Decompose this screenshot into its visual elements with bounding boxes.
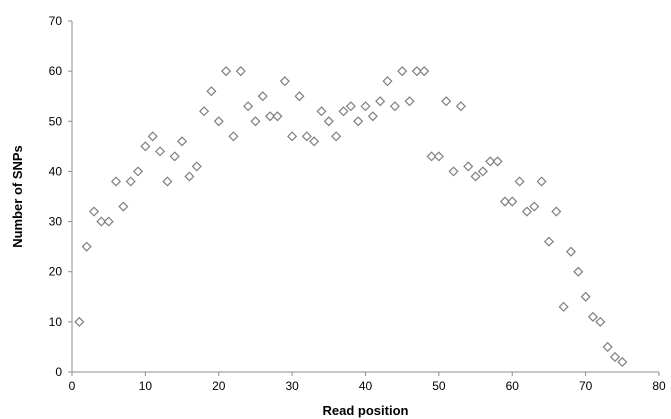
data-point [331,131,342,142]
data-point [558,301,569,312]
x-axis-ticks: 0 10 20 30 40 50 60 70 80 [69,372,666,393]
data-point [595,316,606,327]
data-point [551,206,562,217]
data-point [257,91,268,102]
x-tick-label: 30 [285,379,299,393]
data-point [485,156,496,167]
data-point [499,196,510,207]
data-point [110,176,122,187]
y-tick-label: 40 [49,164,63,178]
x-axis-title: Read position [323,403,409,418]
data-point [221,66,232,77]
x-tick-label: 20 [212,379,226,393]
data-point [565,246,576,257]
data-point [250,116,261,127]
y-tick-label: 60 [49,64,63,78]
data-point [367,111,378,122]
data-point [316,106,327,117]
data-point [389,101,400,112]
data-point [125,176,136,187]
data-point [301,131,312,142]
data-point [132,166,144,177]
data-point [177,136,188,147]
x-tick-label: 60 [506,379,520,393]
data-point [477,166,488,177]
data-point [397,66,408,77]
data-point [507,196,518,207]
data-point [375,96,386,107]
data-point [573,266,584,277]
y-axis-ticks: 0 10 20 30 40 50 60 70 [49,14,72,379]
data-point [617,356,628,368]
data-point [228,131,239,142]
x-tick-label: 70 [579,379,593,393]
data-point [360,101,371,112]
data-point [169,151,180,162]
y-tick-label: 10 [49,315,63,329]
x-tick-label: 80 [652,379,666,393]
data-point [147,131,158,142]
data-point [609,351,621,363]
data-point [243,101,254,112]
data-point [470,171,481,182]
data-point [206,86,217,97]
data-point [529,201,540,212]
data-point [448,166,459,177]
data-point [455,101,466,112]
y-tick-label: 20 [49,265,63,279]
data-point [191,161,202,172]
data-point [287,131,298,142]
y-tick-label: 30 [49,215,63,229]
data-point [323,116,334,127]
data-point [81,241,92,252]
data-point [419,66,430,77]
data-point [382,76,393,87]
data-point [543,236,554,247]
data-point [118,201,129,212]
data-point [433,151,444,162]
data-point [426,151,437,162]
data-point [294,91,305,102]
data-point [521,206,532,217]
data-point [602,341,613,352]
data-point [88,206,100,217]
data-point [235,66,246,77]
data-point [272,111,283,122]
data-point [199,106,210,117]
x-tick-label: 10 [139,379,153,393]
data-point [353,116,364,127]
data-point [155,146,166,157]
data-point [441,96,452,107]
y-tick-label: 0 [55,365,62,379]
data-point [536,176,547,187]
data-point [492,156,503,167]
y-tick-label: 70 [49,14,63,28]
data-point [213,116,224,127]
y-tick-label: 50 [49,114,63,128]
data-point [265,111,276,122]
data-point [411,66,422,77]
data-points [74,66,628,368]
data-point [74,316,85,327]
y-axis-title: Number of SNPs [10,145,25,248]
x-tick-label: 0 [69,379,76,393]
data-point [514,176,525,187]
data-point [404,96,415,107]
data-point [162,176,173,187]
data-point [96,216,107,227]
data-point [103,216,114,227]
x-tick-label: 40 [359,379,373,393]
data-point [338,106,349,117]
data-point [184,171,195,182]
data-point [309,136,320,147]
data-point [587,311,599,322]
data-point [140,141,151,152]
data-point [279,76,290,87]
data-point [463,161,474,172]
data-point [580,291,591,302]
x-tick-label: 50 [432,379,446,393]
data-point [345,101,356,112]
